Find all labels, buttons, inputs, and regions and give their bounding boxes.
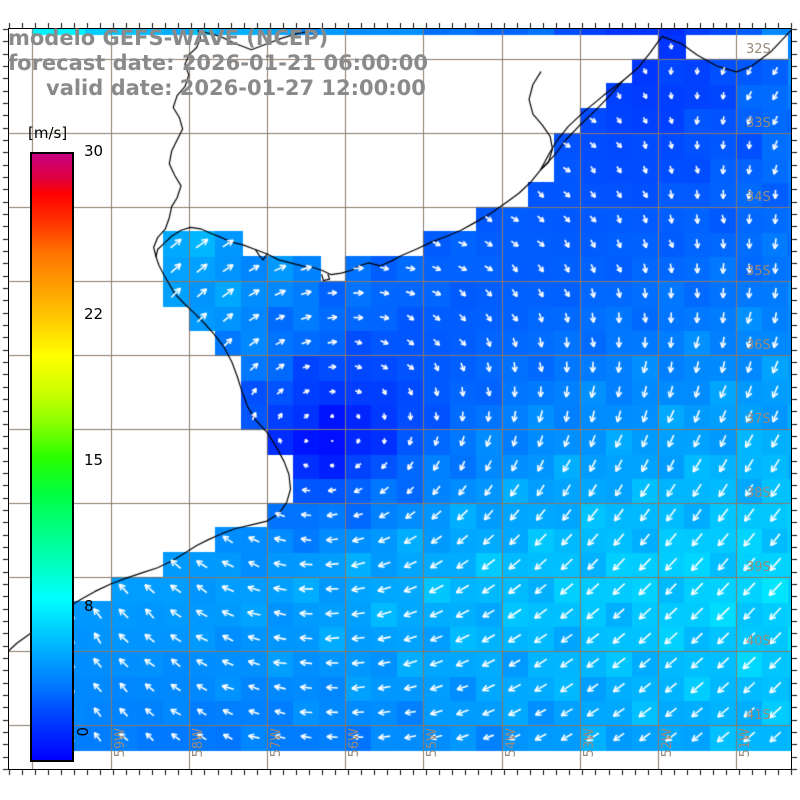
colorbar-tick-22: 22 <box>84 305 104 323</box>
map-plot-area[interactable] <box>8 28 792 770</box>
colorbar-tick-15: 15 <box>84 451 104 469</box>
wind-direction-arrows <box>9 29 791 769</box>
colorbar-tick-0: 0 <box>74 727 92 737</box>
colorbar-units-label: [m/s] <box>28 124 68 142</box>
colorbar-gradient <box>30 152 74 762</box>
colorbar-tick-30: 30 <box>84 142 104 160</box>
colorbar-tick-8: 8 <box>84 597 94 615</box>
